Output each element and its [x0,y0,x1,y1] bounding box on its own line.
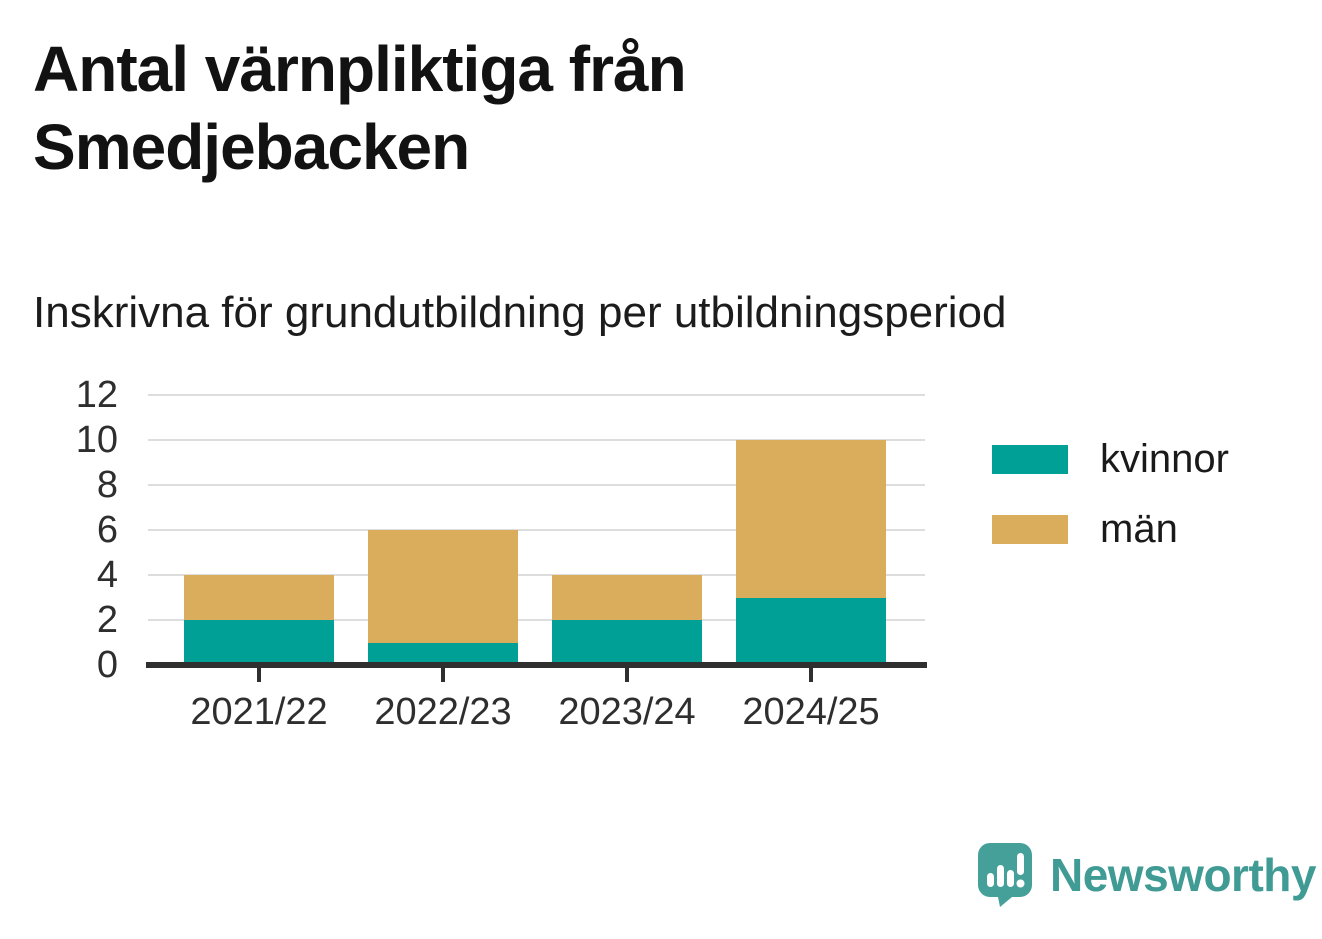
bar-män-2023/24 [552,575,702,620]
gridline-2 [148,619,925,621]
x-tick [625,668,629,682]
gridline-12 [148,394,925,396]
newsworthy-branding: Newsworthy [978,843,1316,907]
gridline-8 [148,484,925,486]
gridline-10 [148,439,925,441]
y-tick-label: 2 [96,599,118,641]
chart-subtitle: Inskrivna för grundutbildning per utbild… [33,288,1007,337]
bar-kvinnor-2024/25 [736,597,886,665]
x-axis-line [146,662,927,668]
legend-item-kvinnor: kvinnor [992,437,1229,481]
legend: kvinnor män [992,437,1229,577]
brand-name: Newsworthy [1050,849,1316,901]
bar-kvinnor-2023/24 [552,620,702,665]
x-tick [809,668,813,682]
legend-swatch-män [992,514,1068,544]
x-tick-label: 2021/22 [190,691,328,733]
bar-män-2022/23 [368,530,518,643]
legend-swatch-kvinnor [992,444,1068,474]
legend-label: kvinnor [1100,437,1229,481]
bar-män-2021/22 [184,575,334,620]
y-tick-label: 4 [96,554,118,596]
legend-label: män [1100,507,1178,551]
y-tick-label: 8 [96,464,118,506]
y-tick-label: 10 [75,419,118,461]
gridline-4 [148,574,925,576]
y-tick-label: 0 [96,644,118,686]
gridline-6 [148,529,925,531]
bar-kvinnor-2021/22 [184,620,334,665]
speech-bubble-bar-chart-icon [978,843,1032,907]
legend-item-män: män [992,507,1229,551]
x-tick-label: 2023/24 [558,691,696,733]
y-tick-label: 6 [96,509,118,551]
chart-title: Antal värnpliktiga från Smedjebacken [33,33,687,184]
x-tick [441,668,445,682]
bar-kvinnor-2022/23 [368,642,518,665]
y-tick-label: 12 [75,374,118,416]
x-tick-label: 2024/25 [742,691,880,733]
x-tick [257,668,261,682]
bar-män-2024/25 [736,440,886,598]
x-tick-label: 2022/23 [374,691,512,733]
